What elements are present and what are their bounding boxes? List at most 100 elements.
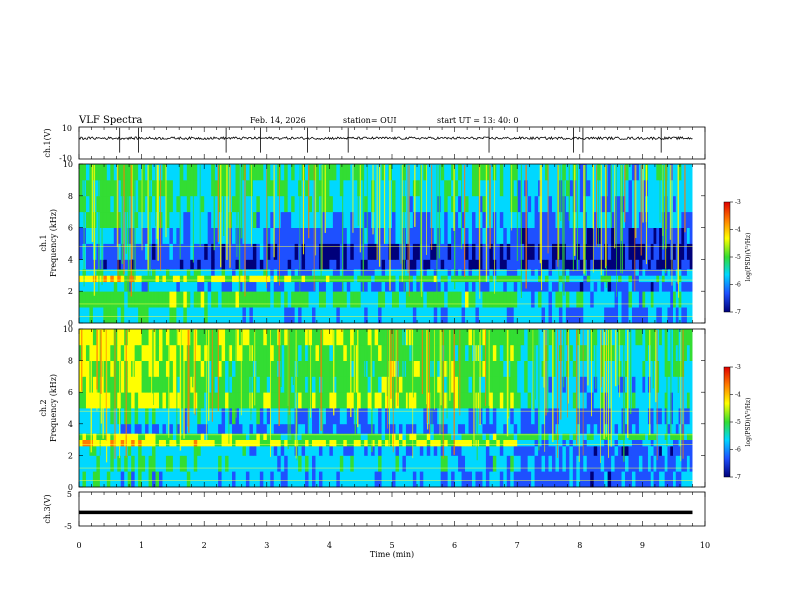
spectrogram-cell [158,281,163,292]
spectrogram-cell [635,408,640,425]
spectrogram-cell [475,291,480,308]
spectrogram-cell [110,455,115,472]
spectrogram-cell [357,455,362,472]
spectrogram-cell [322,376,327,393]
spectrogram-cell [392,281,396,292]
spectrogram-cell [458,423,462,434]
spectrogram-cell [534,195,539,213]
spectrogram-cell [499,392,504,409]
spectrogram-cell [176,291,181,308]
spectrogram-cell [496,281,501,292]
spectrogram-cell [117,259,122,270]
spectrogram-cell [89,243,94,260]
spectrogram-cell [527,281,532,292]
spectrogram-cell [541,211,546,228]
spectrogram-cell [148,275,153,283]
spectrogram-cell [478,439,483,447]
spectrogram-cell [374,423,379,434]
spectrogram-cell [270,211,275,228]
spectrogram-cell [618,445,622,456]
spectrogram-cell [468,281,473,292]
spectrogram-cell [586,268,591,276]
spectrogram-cell [364,259,369,270]
spectrogram-cell [85,227,90,244]
spectrogram-cell [451,275,455,283]
spectrogram-cell [172,227,177,244]
spectrogram-cell [604,291,609,308]
spectrogram-cell [259,259,264,270]
spectrogram-cell [357,291,362,308]
spectrogram-cell [489,329,494,346]
spectrogram-cell [541,195,546,213]
spectrogram-cell [510,179,515,197]
spectrogram-cell [468,392,473,409]
spectrogram-cell [197,268,202,276]
spectrogram-cell [141,291,146,308]
spectrogram-cell [492,344,497,361]
spectrogram-cell [367,471,372,488]
spectrogram-cell [165,227,170,244]
spectrogram-cell [85,423,90,434]
spectrogram-cell [517,268,522,276]
spectrogram-cell [145,164,149,181]
spectrogram-cell [99,281,104,292]
spectrogram-cell [461,433,466,440]
spectrogram-cell [545,471,549,488]
spectrogram-cell [513,344,518,361]
spectrogram-cell [478,179,483,197]
spectrogram-cell [305,164,309,181]
spectrogram-cell [315,243,320,260]
spectrogram-cell [482,455,487,472]
spectrogram-cell [218,455,222,472]
spectrogram-cell [308,471,313,488]
spectrogram-cell [625,243,629,260]
spectrogram-cell [225,360,229,377]
spectrogram-cell [625,291,629,308]
spectrogram-cell [593,455,598,472]
spectrogram-cell [451,195,455,213]
spectrogram-cell [85,471,90,488]
spectrogram-cell [670,281,674,292]
spectrogram-cell [392,433,396,440]
spectrogram-cell [527,211,532,228]
spectrogram-cell [312,455,316,472]
spectrogram-cell [305,439,309,447]
spectrogram-cell [332,164,337,181]
spectrogram-cell [458,455,462,472]
spectrogram-cell [204,195,209,213]
spectrogram-cell [207,445,212,456]
spectrogram-cell [562,392,567,409]
spectrogram-cell [647,471,652,488]
spectrogram-cell [673,259,677,270]
spectrogram-cell [689,329,693,346]
spectrogram-cell [416,344,421,361]
spectrogram-cell [656,445,660,456]
spectrogram-cell [131,211,136,228]
start-time-label: start UT = 13: 40: 0 [437,116,518,125]
spectrogram-cell [211,211,216,228]
spectrogram-cell [405,433,410,440]
spectrogram-cell [454,445,459,456]
spectrogram-cell [325,376,330,393]
spectrogram-cell [579,259,584,270]
spectrogram-cell [625,360,629,377]
spectrogram-cell [211,471,216,488]
spectrogram-cell [590,164,595,181]
spectrogram-cell [392,259,396,270]
spectrogram-cell [597,259,602,270]
spectrogram-cell [565,268,570,276]
spectrogram-cell [675,439,679,447]
spectrogram-cell [145,195,149,213]
spectrogram-cell [653,376,657,393]
spectrogram-cell [225,455,229,472]
spectrogram-cell [287,291,292,308]
spectrogram-cell [520,275,525,283]
spectrogram-cell [458,195,462,213]
spectrogram-cell [398,344,403,361]
spectrogram-cell [558,281,563,292]
spectrogram-cell [673,392,677,409]
spectrogram-cell [506,433,511,440]
spectrogram-cell [454,211,459,228]
spectrogram-cell [343,243,348,260]
spectrogram-cell [305,360,309,377]
